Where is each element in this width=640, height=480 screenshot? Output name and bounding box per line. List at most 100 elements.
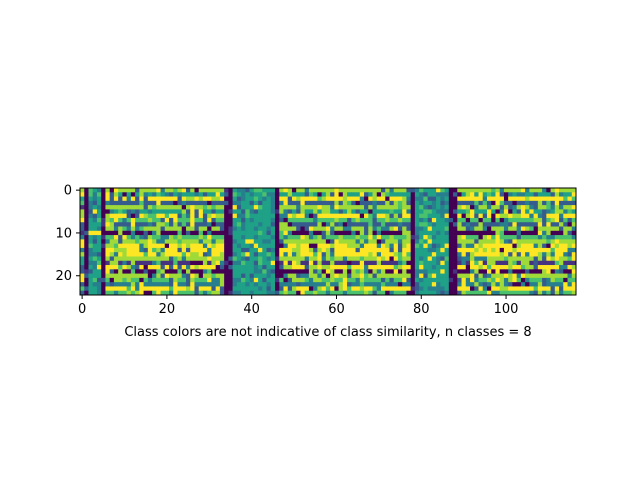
heatmap-cell (444, 209, 450, 215)
heatmap-cell (266, 230, 272, 236)
heatmap-cell (253, 200, 259, 206)
heatmap-cell (542, 222, 547, 227)
x-axis-ticks: 0 20 40 60 80 100 (78, 295, 518, 317)
heatmap-cell (440, 247, 445, 253)
heatmap-cell (440, 226, 445, 232)
heatmap-cell (351, 269, 356, 274)
heatmap-cell (512, 205, 517, 210)
heatmap-cell (368, 269, 373, 274)
heatmap-cell (427, 273, 433, 279)
heatmap-cell (156, 196, 161, 202)
heatmap-cell (143, 196, 149, 202)
heatmap-cell (169, 196, 174, 202)
heatmap-cell (508, 273, 513, 279)
heatmap-cell (516, 265, 522, 270)
heatmap-cell (491, 209, 496, 215)
heatmap-cell (270, 209, 276, 215)
heatmap-cell (317, 217, 322, 223)
heatmap-cell (359, 252, 365, 257)
heatmap-cell (287, 209, 293, 215)
heatmap-cell (385, 260, 390, 266)
heatmap-cell (503, 273, 509, 279)
heatmap-cell (139, 222, 144, 227)
heatmap-cell (92, 209, 98, 215)
heatmap-cell (559, 265, 564, 270)
heatmap-cell (503, 217, 509, 223)
heatmap-cell (164, 256, 170, 262)
heatmap-cell (317, 260, 322, 266)
heatmap-cell (215, 205, 221, 210)
heatmap-cell (419, 200, 424, 206)
heatmap-cell (559, 273, 564, 279)
heatmap-cell (122, 239, 127, 244)
heatmap-cell (397, 286, 403, 292)
heatmap-cell (215, 235, 221, 240)
heatmap-cell (313, 226, 318, 232)
heatmap-cell (334, 222, 339, 227)
heatmap-cell (364, 247, 369, 253)
heatmap-cell (550, 290, 556, 296)
heatmap-cell (118, 277, 123, 283)
heatmap-cell (143, 205, 149, 210)
heatmap-cell (202, 282, 208, 287)
heatmap-cell (185, 200, 191, 206)
heatmap-cell (359, 273, 365, 279)
heatmap-cell (486, 269, 492, 274)
heatmap-cell (296, 252, 301, 257)
heatmap-cell (177, 222, 183, 227)
heatmap-cell (431, 209, 437, 215)
heatmap-cell (190, 226, 195, 232)
heatmap-cell (113, 200, 119, 206)
heatmap-cell (347, 222, 352, 227)
y-tick-label: 20 (55, 269, 72, 284)
heatmap-cell (559, 222, 564, 227)
heatmap-cell (177, 192, 183, 197)
heatmap-cell (232, 205, 238, 210)
heatmap-cell (334, 269, 339, 274)
heatmap-cell (262, 239, 267, 244)
heatmap-cell (334, 277, 339, 283)
heatmap-cell (516, 256, 522, 262)
heatmap-cell (135, 192, 140, 197)
heatmap-cell (169, 235, 174, 240)
heatmap-cell (461, 243, 467, 249)
heatmap-cell (202, 247, 208, 253)
heatmap-cell (508, 200, 513, 206)
heatmap-cell (325, 196, 331, 202)
heatmap-cell (185, 269, 191, 274)
heatmap-cell (376, 235, 382, 240)
heatmap-cell (88, 265, 94, 270)
heatmap-cell (355, 252, 361, 257)
heatmap-cell (440, 217, 445, 223)
heatmap-cell (109, 239, 115, 244)
heatmap-cell (126, 252, 132, 257)
heatmap-cell (482, 230, 488, 236)
heatmap-cell (550, 286, 556, 292)
heatmap-cell (419, 192, 424, 197)
heatmap-cell (397, 282, 403, 287)
heatmap-cell (478, 192, 484, 197)
heatmap-cell (414, 260, 420, 266)
heatmap-cell (279, 213, 284, 219)
heatmap-cell (330, 188, 335, 193)
heatmap-cell (321, 196, 327, 202)
heatmap-cell (495, 269, 501, 274)
heatmap-cell (224, 243, 229, 249)
heatmap-cell (283, 213, 289, 219)
heatmap-cell (559, 196, 564, 202)
heatmap-cell (300, 235, 306, 240)
heatmap-cell (529, 188, 534, 193)
heatmap-cell (482, 265, 488, 270)
heatmap-cell (525, 235, 530, 240)
heatmap-cell (334, 226, 339, 232)
heatmap-cell (427, 290, 433, 296)
heatmap-cell (364, 209, 369, 215)
heatmap-cell (334, 239, 339, 244)
heatmap-cell (211, 260, 217, 266)
heatmap-cell (533, 205, 539, 210)
heatmap-cell (139, 273, 144, 279)
heatmap-cell (258, 230, 263, 236)
heatmap-cell (211, 290, 217, 296)
heatmap-cell (486, 196, 492, 202)
heatmap-cell (516, 217, 522, 223)
